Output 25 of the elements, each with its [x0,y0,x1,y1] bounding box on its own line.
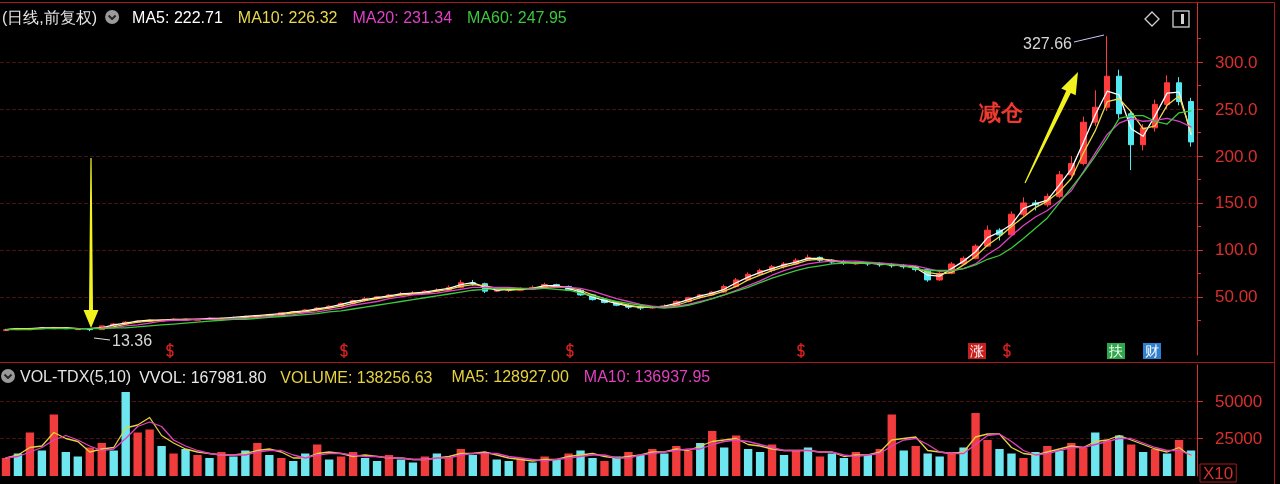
text: MA5: 128927.00 [451,367,569,385]
annotation: VOLUME: 138256.63 [280,368,433,386]
annotation: 327.66 [1023,34,1073,52]
annotation: 扶 [1108,343,1123,359]
y-tick-label: 250.0 [1215,99,1258,119]
y-tick-label: 200.0 [1215,146,1258,166]
text: MA60: 247.95 [467,8,567,26]
y-tick-label: 300.0 [1215,52,1258,72]
text: MA10: 136937.95 [583,367,711,385]
annotation: 13.36 [112,331,153,349]
annotation: 涨 [970,343,984,359]
y-tick-label: 150.0 [1215,193,1258,213]
annotation: 财 [1145,343,1159,359]
annotation: 减仓 [979,99,1024,125]
text: MA10: 226.32 [237,8,338,26]
y-tick-label: 25000 [1215,429,1263,448]
y-axis-title: X10 [1203,464,1234,483]
chart-title: (日线,前复权) [2,8,98,26]
text: MA5: 222.71 [132,8,223,26]
chart-title: VOL-TDX(5,10) [20,367,132,385]
y-tick-label: 50.00 [1215,287,1258,307]
annotation: VVOL: 167981.80 [139,368,267,386]
y-tick-label: 100.0 [1215,240,1258,260]
text: MA20: 231.34 [352,8,453,26]
y-tick-label: 50000 [1215,391,1263,411]
